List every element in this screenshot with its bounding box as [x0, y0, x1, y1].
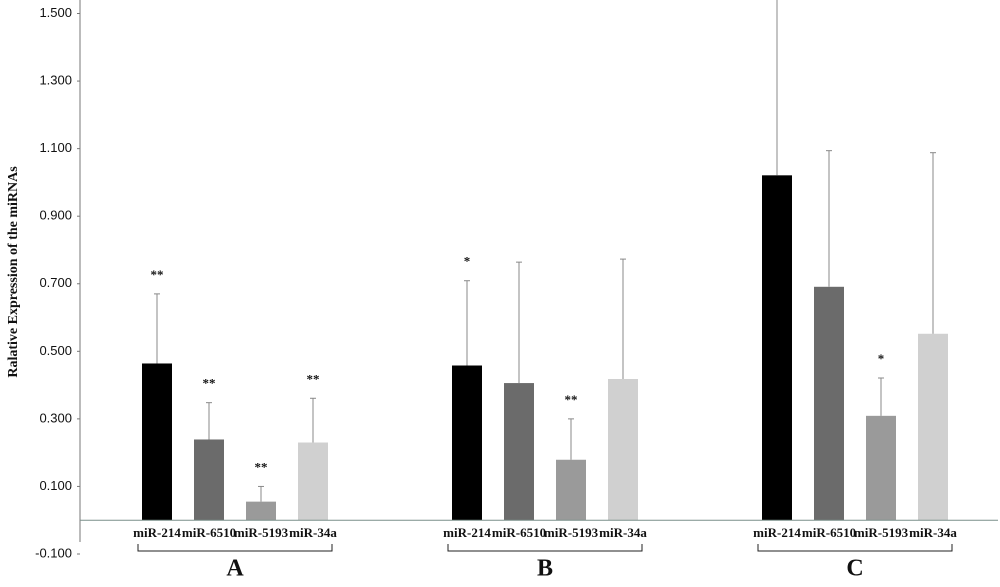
bar-label: miR-34a	[599, 525, 647, 540]
significance-label: **	[307, 371, 320, 386]
bar	[866, 415, 896, 521]
y-tick-label: 1.500	[39, 5, 72, 20]
y-tick-label: 0.300	[39, 410, 72, 425]
bar-label: miR-34a	[909, 525, 957, 540]
group-bracket	[757, 544, 953, 552]
y-tick-label: 1.300	[39, 73, 72, 88]
significance-label: *	[878, 351, 885, 366]
group-bracket	[137, 544, 333, 552]
group-label: B	[537, 556, 553, 582]
y-tick-label: 0.700	[39, 275, 72, 290]
y-tick-label: 0.900	[39, 208, 72, 223]
group-bracket	[447, 544, 643, 552]
bar-label: miR-5193	[854, 525, 909, 540]
bar-label: miR-6510	[182, 525, 236, 540]
bar-label: miR-214	[443, 525, 491, 540]
bar	[298, 442, 328, 521]
bar-label: miR-6510	[492, 525, 546, 540]
significance-label: **	[565, 392, 578, 407]
plot-area	[142, 0, 948, 521]
bar	[194, 439, 224, 521]
bar-label: miR-214	[133, 525, 181, 540]
bar-label: miR-5193	[544, 525, 599, 540]
bar	[246, 501, 276, 521]
group-label: A	[226, 556, 244, 582]
bar	[762, 175, 792, 521]
significance-label: **	[203, 376, 216, 391]
bar-label: miR-214	[753, 525, 801, 540]
bar-label: miR-5193	[234, 525, 289, 540]
bar	[918, 333, 948, 521]
significance-label: *	[464, 254, 471, 269]
significance-label: **	[151, 267, 164, 282]
bar	[814, 286, 844, 521]
bar	[556, 459, 586, 521]
significance-label: **	[255, 459, 268, 474]
y-tick-label: -0.100	[35, 545, 72, 560]
bar	[608, 379, 638, 521]
y-tick-label: 0.100	[39, 478, 72, 493]
bar	[142, 363, 172, 521]
bar	[452, 365, 482, 521]
y-axis-label: Ralative Expression of the miRNAs	[6, 166, 21, 378]
bar-label: miR-34a	[289, 525, 337, 540]
y-tick-label: 1.100	[39, 140, 72, 155]
y-tick-label: 0.500	[39, 343, 72, 358]
bar-label: miR-6510	[802, 525, 856, 540]
group-label: C	[846, 556, 863, 582]
bar	[504, 383, 534, 521]
